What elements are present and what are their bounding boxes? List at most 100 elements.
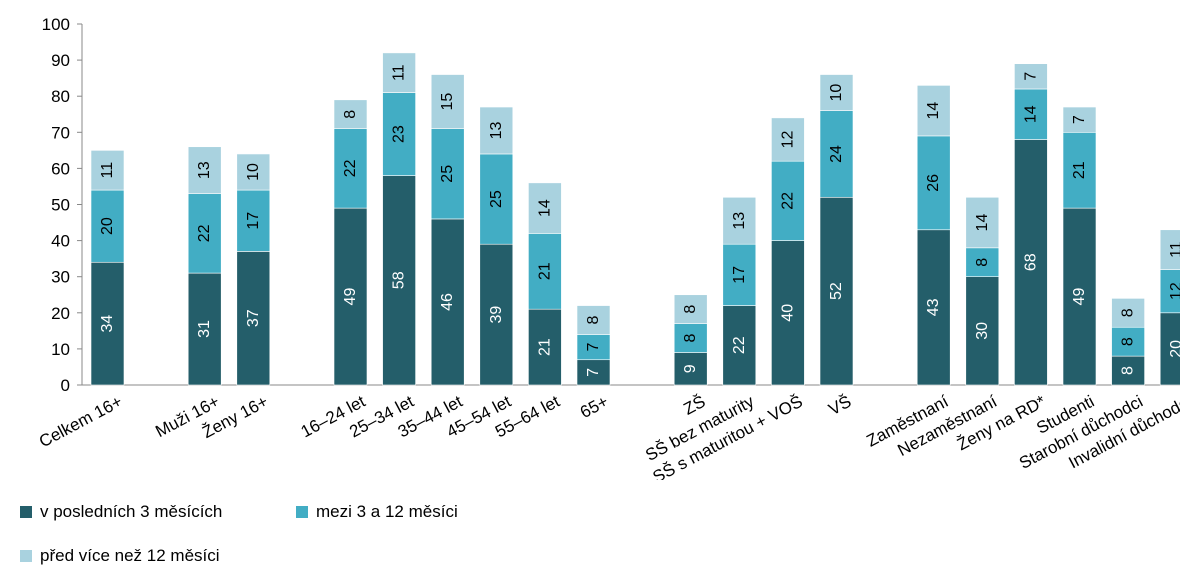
bar-segment: [479, 106, 514, 155]
data-label: 21: [1071, 161, 1088, 179]
data-label: 15: [439, 93, 456, 111]
data-label: 37: [245, 309, 262, 327]
legend-item-old: před více než 12 měsíci: [20, 546, 220, 566]
legend-item-mid: mezi 3 a 12 měsíci: [296, 502, 458, 522]
legend-label-old: před více než 12 měsíci: [40, 546, 220, 565]
bar-segment: [1159, 229, 1180, 270]
data-label: 58: [391, 271, 408, 289]
data-label: 34: [99, 315, 116, 333]
data-label: 40: [779, 304, 796, 322]
y-tick-label: 10: [51, 340, 70, 359]
data-label: 7: [1022, 72, 1039, 81]
data-label: 49: [342, 288, 359, 306]
bars-group: 34 20 11 31 22 13 37 17 10 49 22 8 58 23 11 46 25 15 39 25 1…: [90, 52, 1180, 386]
data-label: 8: [585, 315, 602, 324]
bar-segment: [430, 128, 465, 220]
bar-segment: [528, 182, 562, 234]
data-label: 21: [536, 338, 553, 356]
bar-segment: [236, 153, 271, 191]
bar-segment: [819, 196, 854, 386]
data-label: 13: [731, 212, 748, 230]
data-label: 22: [779, 192, 796, 210]
y-tick-label: 100: [42, 15, 70, 34]
legend-item-recent: v posledních 3 měsících: [20, 502, 222, 522]
data-label: 20: [99, 217, 116, 235]
data-label: 12: [1168, 282, 1180, 300]
bar-segment: [528, 233, 562, 310]
data-label: 11: [99, 162, 116, 179]
legend-label-mid: mezi 3 a 12 měsíci: [316, 502, 458, 521]
data-label: 43: [925, 298, 942, 316]
data-label: 52: [828, 282, 845, 300]
data-label: 31: [196, 320, 213, 338]
data-label: 8: [1120, 366, 1137, 375]
data-label: 25: [439, 165, 456, 183]
bar-segment: [479, 153, 514, 245]
y-axis-ticks: 0 10 20 30 40 50 60 70 80 90 100: [42, 15, 82, 395]
data-label: 17: [731, 266, 748, 284]
data-label: 20: [1168, 340, 1180, 358]
bar-segment: [722, 305, 757, 386]
bar-segment: [90, 150, 125, 191]
data-label: 11: [1168, 241, 1180, 258]
bar-segment: [771, 160, 805, 241]
bar-segment: [673, 294, 708, 324]
data-label: 13: [196, 161, 213, 179]
data-label: 10: [245, 163, 262, 181]
bar-segment: [916, 135, 951, 231]
y-tick-label: 90: [51, 51, 70, 70]
bar-segment: [1111, 298, 1145, 328]
data-label: 39: [488, 306, 505, 324]
bar-segment: [430, 218, 465, 386]
y-tick-label: 20: [51, 304, 70, 323]
data-label: 9: [682, 364, 699, 373]
bar-segment: [965, 196, 1000, 249]
category-label: 65+: [577, 392, 611, 422]
bar-segment: [90, 189, 125, 263]
data-label: 22: [342, 159, 359, 177]
bar-segment: [236, 189, 271, 252]
data-label: 7: [1071, 115, 1088, 124]
data-label: 8: [974, 258, 991, 267]
bar-segment: [576, 334, 611, 361]
y-tick-label: 80: [51, 87, 70, 106]
data-label: 14: [1022, 105, 1039, 123]
data-label: 8: [1120, 337, 1137, 346]
bar-segment: [90, 261, 125, 386]
data-label: 8: [682, 305, 699, 314]
bar-segment: [382, 175, 416, 386]
legend-label-recent: v posledních 3 měsících: [40, 502, 223, 521]
bar-segment: [673, 323, 708, 353]
bar-segment: [430, 74, 465, 129]
bar-segment: [187, 146, 222, 194]
data-label: 11: [391, 64, 408, 81]
bar-segment: [333, 99, 368, 129]
bar-segment: [965, 247, 1000, 278]
data-label: 49: [1071, 288, 1088, 306]
data-label: 7: [585, 368, 602, 377]
data-label: 17: [245, 212, 262, 230]
bar-segment: [236, 251, 271, 386]
y-tick-label: 30: [51, 268, 70, 287]
data-label: 22: [731, 336, 748, 354]
bar-segment: [1062, 106, 1097, 133]
category-label: VŠ: [825, 392, 854, 419]
bar-segment: [576, 305, 611, 335]
data-label: 24: [828, 145, 845, 163]
y-tick-label: 70: [51, 123, 70, 142]
y-tick-label: 50: [51, 196, 70, 215]
data-label: 30: [974, 322, 991, 340]
data-label: 8: [682, 334, 699, 343]
bar-segment: [1062, 132, 1097, 209]
bar-segment: [722, 243, 757, 306]
bar-segment: [722, 196, 757, 245]
bar-segment: [333, 207, 368, 386]
data-label: 7: [585, 343, 602, 352]
y-tick-label: 60: [51, 159, 70, 178]
data-label: 8: [342, 110, 359, 119]
legend-swatch-recent: [20, 506, 32, 518]
data-label: 26: [925, 174, 942, 192]
bar-segment: [382, 92, 416, 176]
bar-segment: [382, 52, 416, 93]
legend-swatch-mid: [296, 506, 308, 518]
